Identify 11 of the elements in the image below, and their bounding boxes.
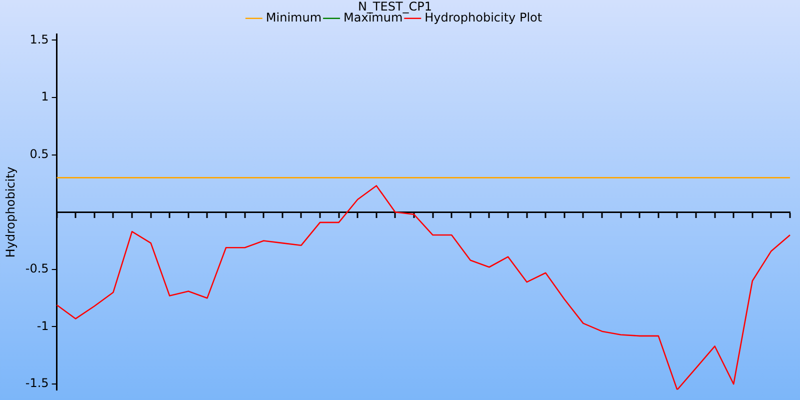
y-tick-label: -0.5 [25,262,49,276]
legend-label: Maximum [344,10,403,25]
legend-label: Minimum [266,10,322,25]
y-tick-label: 0.5 [30,146,49,161]
y-tick-label: -1.5 [25,376,49,390]
legend-label: Hydrophobicity Plot [424,10,542,25]
chart-title: N_TEST_CP1 [358,0,432,14]
y-tick-label: 1.5 [30,32,49,46]
y-tick-label: 1 [41,90,49,104]
y-tick-label: -1 [36,318,49,333]
y-axis-title: Hydrophobicity [3,166,18,258]
